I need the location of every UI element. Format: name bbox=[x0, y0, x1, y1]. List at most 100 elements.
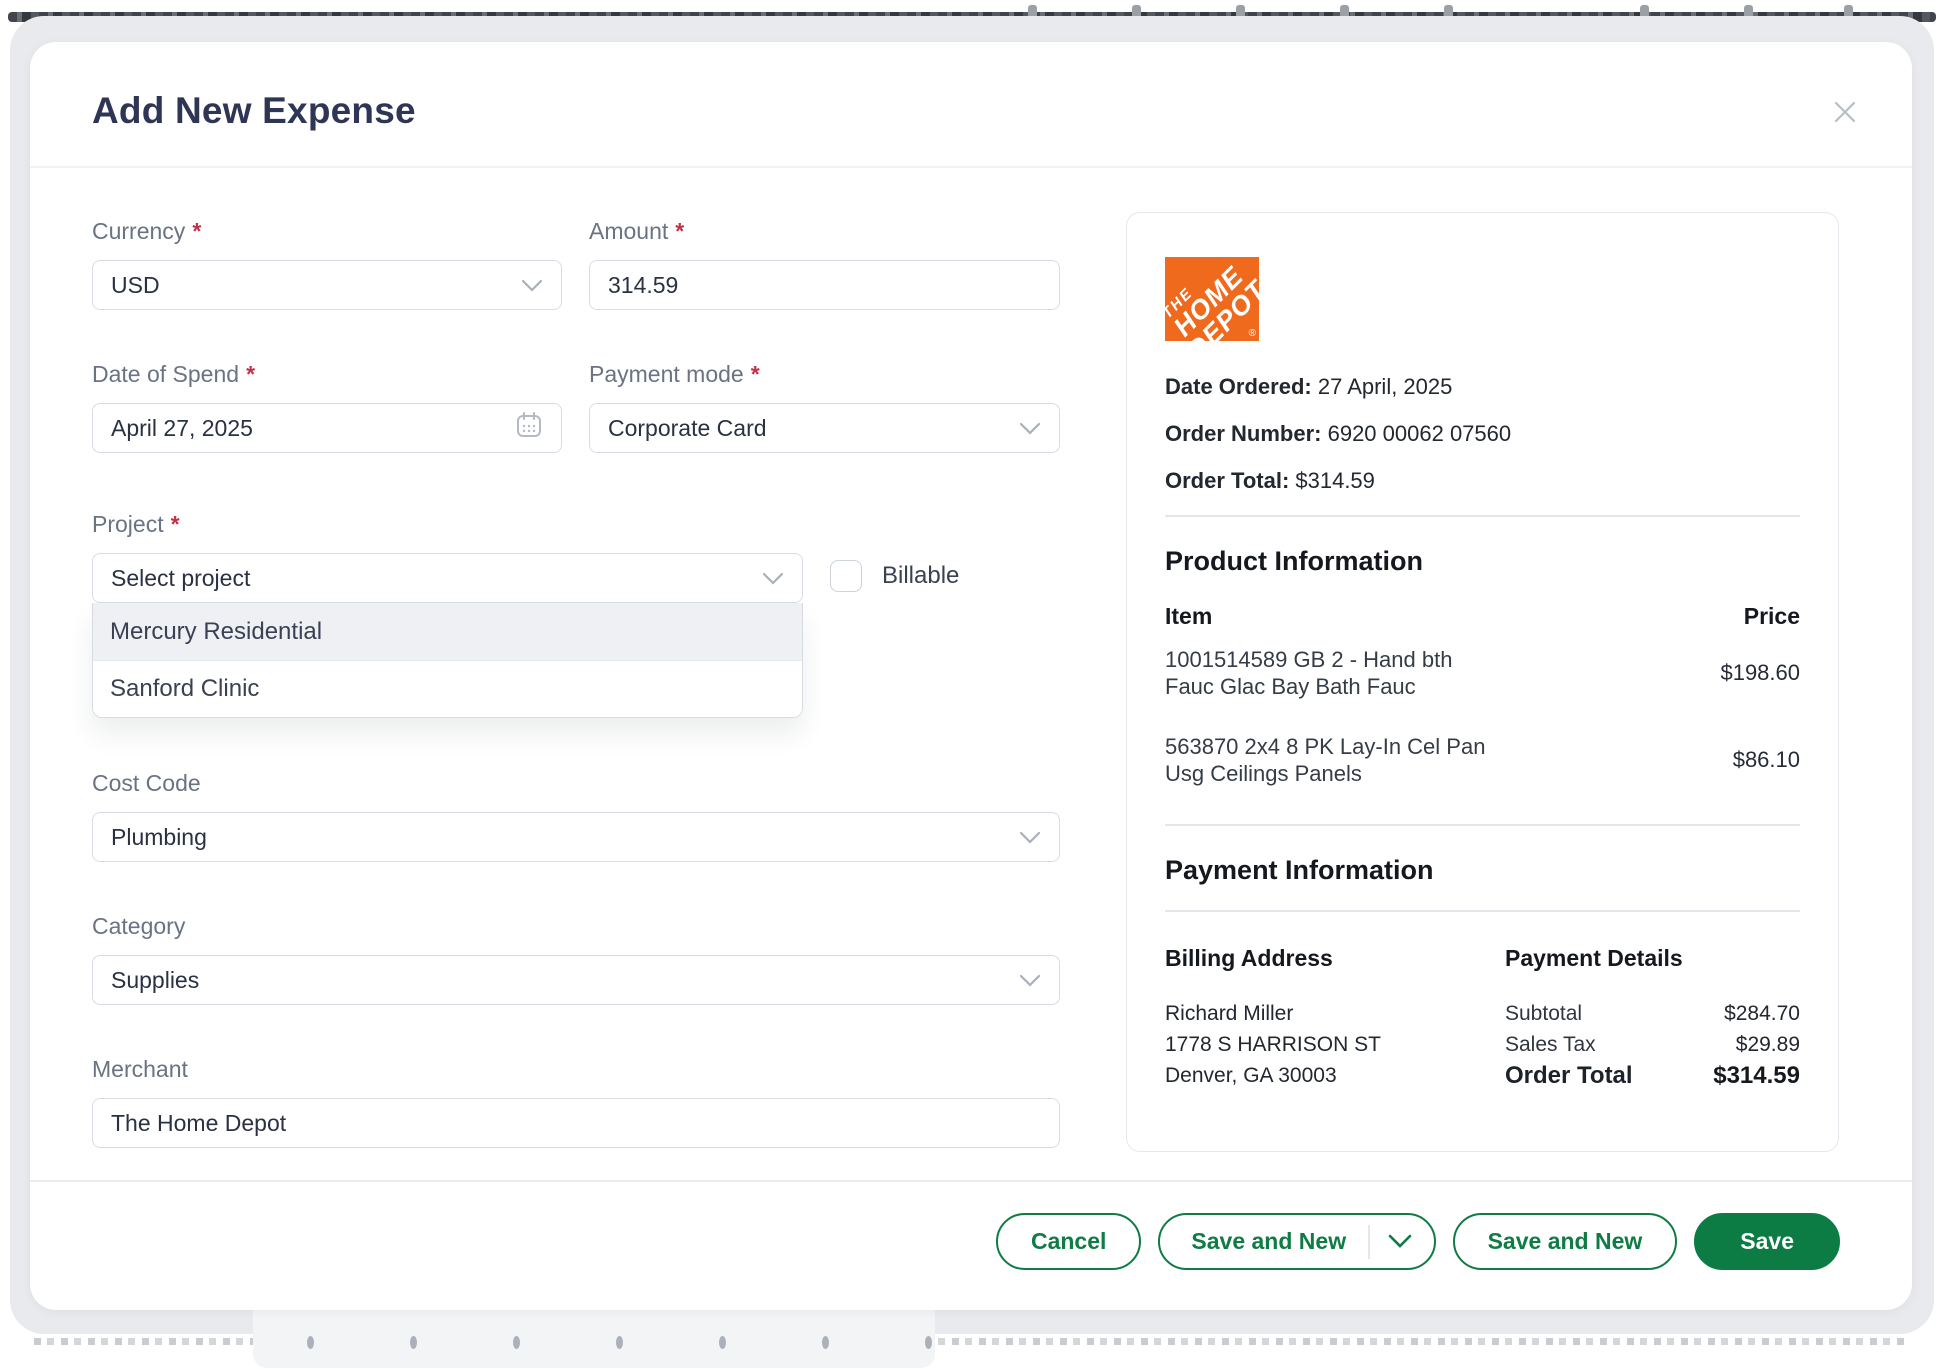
payment-details-heading: Payment Details bbox=[1505, 945, 1683, 971]
cost-code-value: Plumbing bbox=[111, 823, 207, 850]
save-and-new-button[interactable]: Save and New bbox=[1452, 1213, 1678, 1270]
cost-code-field-group: Cost Code Plumbing bbox=[92, 768, 1060, 862]
project-option-mercury-residential[interactable]: Mercury Residential bbox=[93, 603, 802, 660]
payment-information-heading: Payment Information bbox=[1165, 855, 1434, 885]
product-information-heading: Product Information bbox=[1165, 546, 1423, 576]
tab-dot bbox=[719, 1336, 726, 1349]
project-select[interactable]: Select project bbox=[92, 553, 803, 603]
project-dropdown-list: Mercury Residential Sanford Clinic bbox=[92, 603, 803, 718]
receipt-divider bbox=[1165, 824, 1800, 826]
torn-pin bbox=[1028, 5, 1037, 22]
payment-columns: Billing Address Richard Miller 1778 S HA… bbox=[1165, 944, 1800, 1091]
product-name: 1001514589 GB 2 - Hand bth Fauc Glac Bay… bbox=[1165, 647, 1453, 699]
background-page-tab bbox=[253, 1310, 935, 1368]
subtotal-label: Subtotal bbox=[1505, 1002, 1583, 1025]
cost-code-label: Cost Code bbox=[92, 770, 201, 796]
required-asterisk: * bbox=[750, 361, 760, 387]
category-value: Supplies bbox=[111, 966, 200, 993]
billable-label: Billable bbox=[882, 562, 960, 589]
billing-address-heading: Billing Address bbox=[1165, 945, 1333, 971]
payment-mode-label: Payment mode * bbox=[589, 361, 760, 387]
receipt-divider bbox=[1165, 910, 1800, 912]
date-of-spend-input[interactable]: April 27, 2025 bbox=[92, 403, 562, 453]
required-asterisk: * bbox=[192, 218, 202, 244]
receipt-divider bbox=[1165, 515, 1800, 517]
date-of-spend-label: Date of Spend * bbox=[92, 361, 256, 387]
billing-city: Denver, GA 30003 bbox=[1165, 1064, 1337, 1087]
tab-dot bbox=[925, 1336, 932, 1349]
billable-field: Billable bbox=[830, 560, 959, 592]
tab-dot bbox=[513, 1336, 520, 1349]
chevron-down-icon bbox=[762, 565, 784, 592]
project-option-sanford-clinic[interactable]: Sanford Clinic bbox=[93, 660, 802, 717]
sales-tax-value: $29.89 bbox=[1735, 1033, 1800, 1056]
chevron-down-icon bbox=[521, 272, 543, 299]
tab-dot bbox=[616, 1336, 623, 1349]
currency-select[interactable]: USD bbox=[92, 260, 562, 310]
order-total-row: Order Total $314.59 bbox=[1505, 1062, 1800, 1090]
payment-mode-select[interactable]: Corporate Card bbox=[589, 403, 1060, 453]
torn-pin bbox=[1444, 5, 1453, 22]
date-of-spend-value: April 27, 2025 bbox=[111, 414, 253, 441]
tab-dot bbox=[307, 1336, 314, 1349]
torn-pin bbox=[1640, 5, 1649, 22]
sales-tax-label: Sales Tax bbox=[1505, 1033, 1596, 1056]
merchant-label: Merchant bbox=[92, 1056, 188, 1082]
product-row: 563870 2x4 8 PK Lay-In Cel Pan Usg Ceili… bbox=[1165, 733, 1800, 787]
order-number-line: Order Number: 6920 00062 07560 bbox=[1165, 421, 1512, 446]
product-price: $86.10 bbox=[1732, 747, 1800, 772]
order-total-label: Order Total bbox=[1505, 1062, 1633, 1089]
billing-address-block: Billing Address Richard Miller 1778 S HA… bbox=[1165, 944, 1505, 1091]
subtotal-row: Subtotal $284.70 bbox=[1505, 998, 1800, 1029]
payment-details-block: Payment Details Subtotal $284.70 Sales T… bbox=[1505, 944, 1800, 1091]
product-table-header: Item Price bbox=[1165, 603, 1800, 630]
subtotal-value: $284.70 bbox=[1724, 1002, 1800, 1025]
calendar-icon bbox=[515, 410, 543, 446]
required-asterisk: * bbox=[170, 511, 180, 537]
cost-code-select[interactable]: Plumbing bbox=[92, 812, 1060, 862]
footer-actions: Cancel Save and New Save and New Save bbox=[995, 1213, 1840, 1270]
chevron-down-icon[interactable] bbox=[1370, 1215, 1434, 1268]
split-button-divider bbox=[1368, 1224, 1370, 1259]
torn-pin bbox=[1236, 5, 1245, 22]
category-select[interactable]: Supplies bbox=[92, 955, 1060, 1005]
category-field-group: Category Supplies bbox=[92, 911, 1060, 1005]
project-label: Project * bbox=[92, 511, 180, 537]
currency-value: USD bbox=[111, 271, 160, 298]
product-name: 563870 2x4 8 PK Lay-In Cel Pan Usg Ceili… bbox=[1165, 734, 1486, 786]
merchant-input[interactable] bbox=[92, 1098, 1060, 1148]
category-label: Category bbox=[92, 913, 186, 939]
item-column-header: Item bbox=[1165, 603, 1213, 629]
amount-label: Amount * bbox=[589, 218, 685, 244]
billable-checkbox[interactable] bbox=[830, 560, 862, 592]
receipt-preview-card: THE HOME DEPOT ® Date Ordered: 27 April,… bbox=[1126, 212, 1839, 1152]
chevron-down-icon bbox=[1019, 415, 1041, 442]
project-placeholder: Select project bbox=[111, 564, 251, 591]
page-title: Add New Expense bbox=[92, 90, 416, 131]
date-ordered-line: Date Ordered: 27 April, 2025 bbox=[1165, 374, 1453, 399]
add-new-expense-modal: Add New Expense Currency* USD Amount* Da… bbox=[30, 42, 1912, 1310]
date-of-spend-field-group: Date of Spend * April 27, 2025 bbox=[92, 359, 562, 453]
billing-name: Richard Miller bbox=[1165, 1002, 1294, 1025]
product-row: 1001514589 GB 2 - Hand bth Fauc Glac Bay… bbox=[1165, 646, 1800, 700]
close-icon[interactable] bbox=[1825, 92, 1865, 132]
tab-dot bbox=[410, 1336, 417, 1349]
torn-pin bbox=[1744, 5, 1753, 22]
torn-edge-bottom bbox=[34, 1338, 1910, 1345]
payment-mode-field-group: Payment mode * Corporate Card bbox=[589, 359, 1060, 453]
save-and-new-split-button[interactable]: Save and New bbox=[1158, 1213, 1436, 1270]
registered-mark: ® bbox=[1248, 328, 1256, 339]
tab-dot bbox=[822, 1336, 829, 1349]
save-button[interactable]: Save bbox=[1694, 1213, 1840, 1270]
torn-pin bbox=[1132, 5, 1141, 22]
order-total-value: $314.59 bbox=[1713, 1062, 1800, 1089]
amount-input[interactable] bbox=[589, 260, 1060, 310]
price-column-header: Price bbox=[1743, 603, 1800, 629]
save-and-new-label[interactable]: Save and New bbox=[1191, 1228, 1347, 1254]
chevron-down-icon bbox=[1019, 967, 1041, 994]
order-total-line: Order Total: $314.59 bbox=[1165, 468, 1375, 493]
torn-pin bbox=[1844, 5, 1853, 22]
chevron-down-icon bbox=[1019, 824, 1041, 851]
cancel-button[interactable]: Cancel bbox=[995, 1213, 1142, 1270]
